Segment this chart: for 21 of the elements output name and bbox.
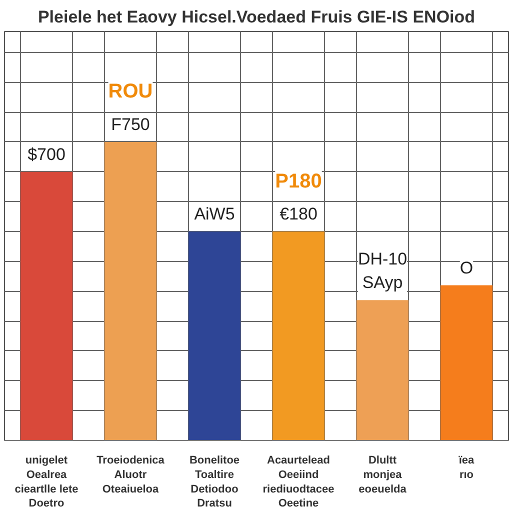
bar	[20, 172, 73, 440]
annotation: DH-10 SAyp	[358, 249, 408, 292]
chart-title: Pleiele het Eaovy Hicsel.Voedaed Fruis GIE-IS ENOiod	[38, 8, 476, 26]
bar	[356, 300, 409, 440]
annotation: ROU	[108, 80, 153, 103]
x-tick-label: Troeiodenica Aluotr Oteaiueloa	[96, 454, 166, 496]
annotation: P180	[275, 170, 322, 192]
bar	[104, 142, 157, 440]
bar	[188, 232, 241, 440]
annotation: AiW5	[194, 204, 235, 224]
x-tick-label: Bonelitoe Toaltire Detiodoo Dratsu	[189, 454, 240, 510]
annotation: €180	[280, 204, 318, 224]
annotation: $700	[28, 144, 66, 164]
x-tick-label: Dlultt monjea eoeuelda	[358, 454, 408, 496]
x-tick-label: ïea rıo	[458, 454, 476, 481]
bar	[440, 285, 493, 440]
annotation: F750	[111, 114, 150, 134]
x-tick-label: unigelet Oealrea cieartlle lete Doetro	[14, 454, 78, 510]
x-tick-label: Acaurtelead Oeeiind riediuodtacee Oeetine	[262, 454, 334, 510]
annotation: O	[460, 258, 474, 278]
bar	[272, 232, 325, 440]
